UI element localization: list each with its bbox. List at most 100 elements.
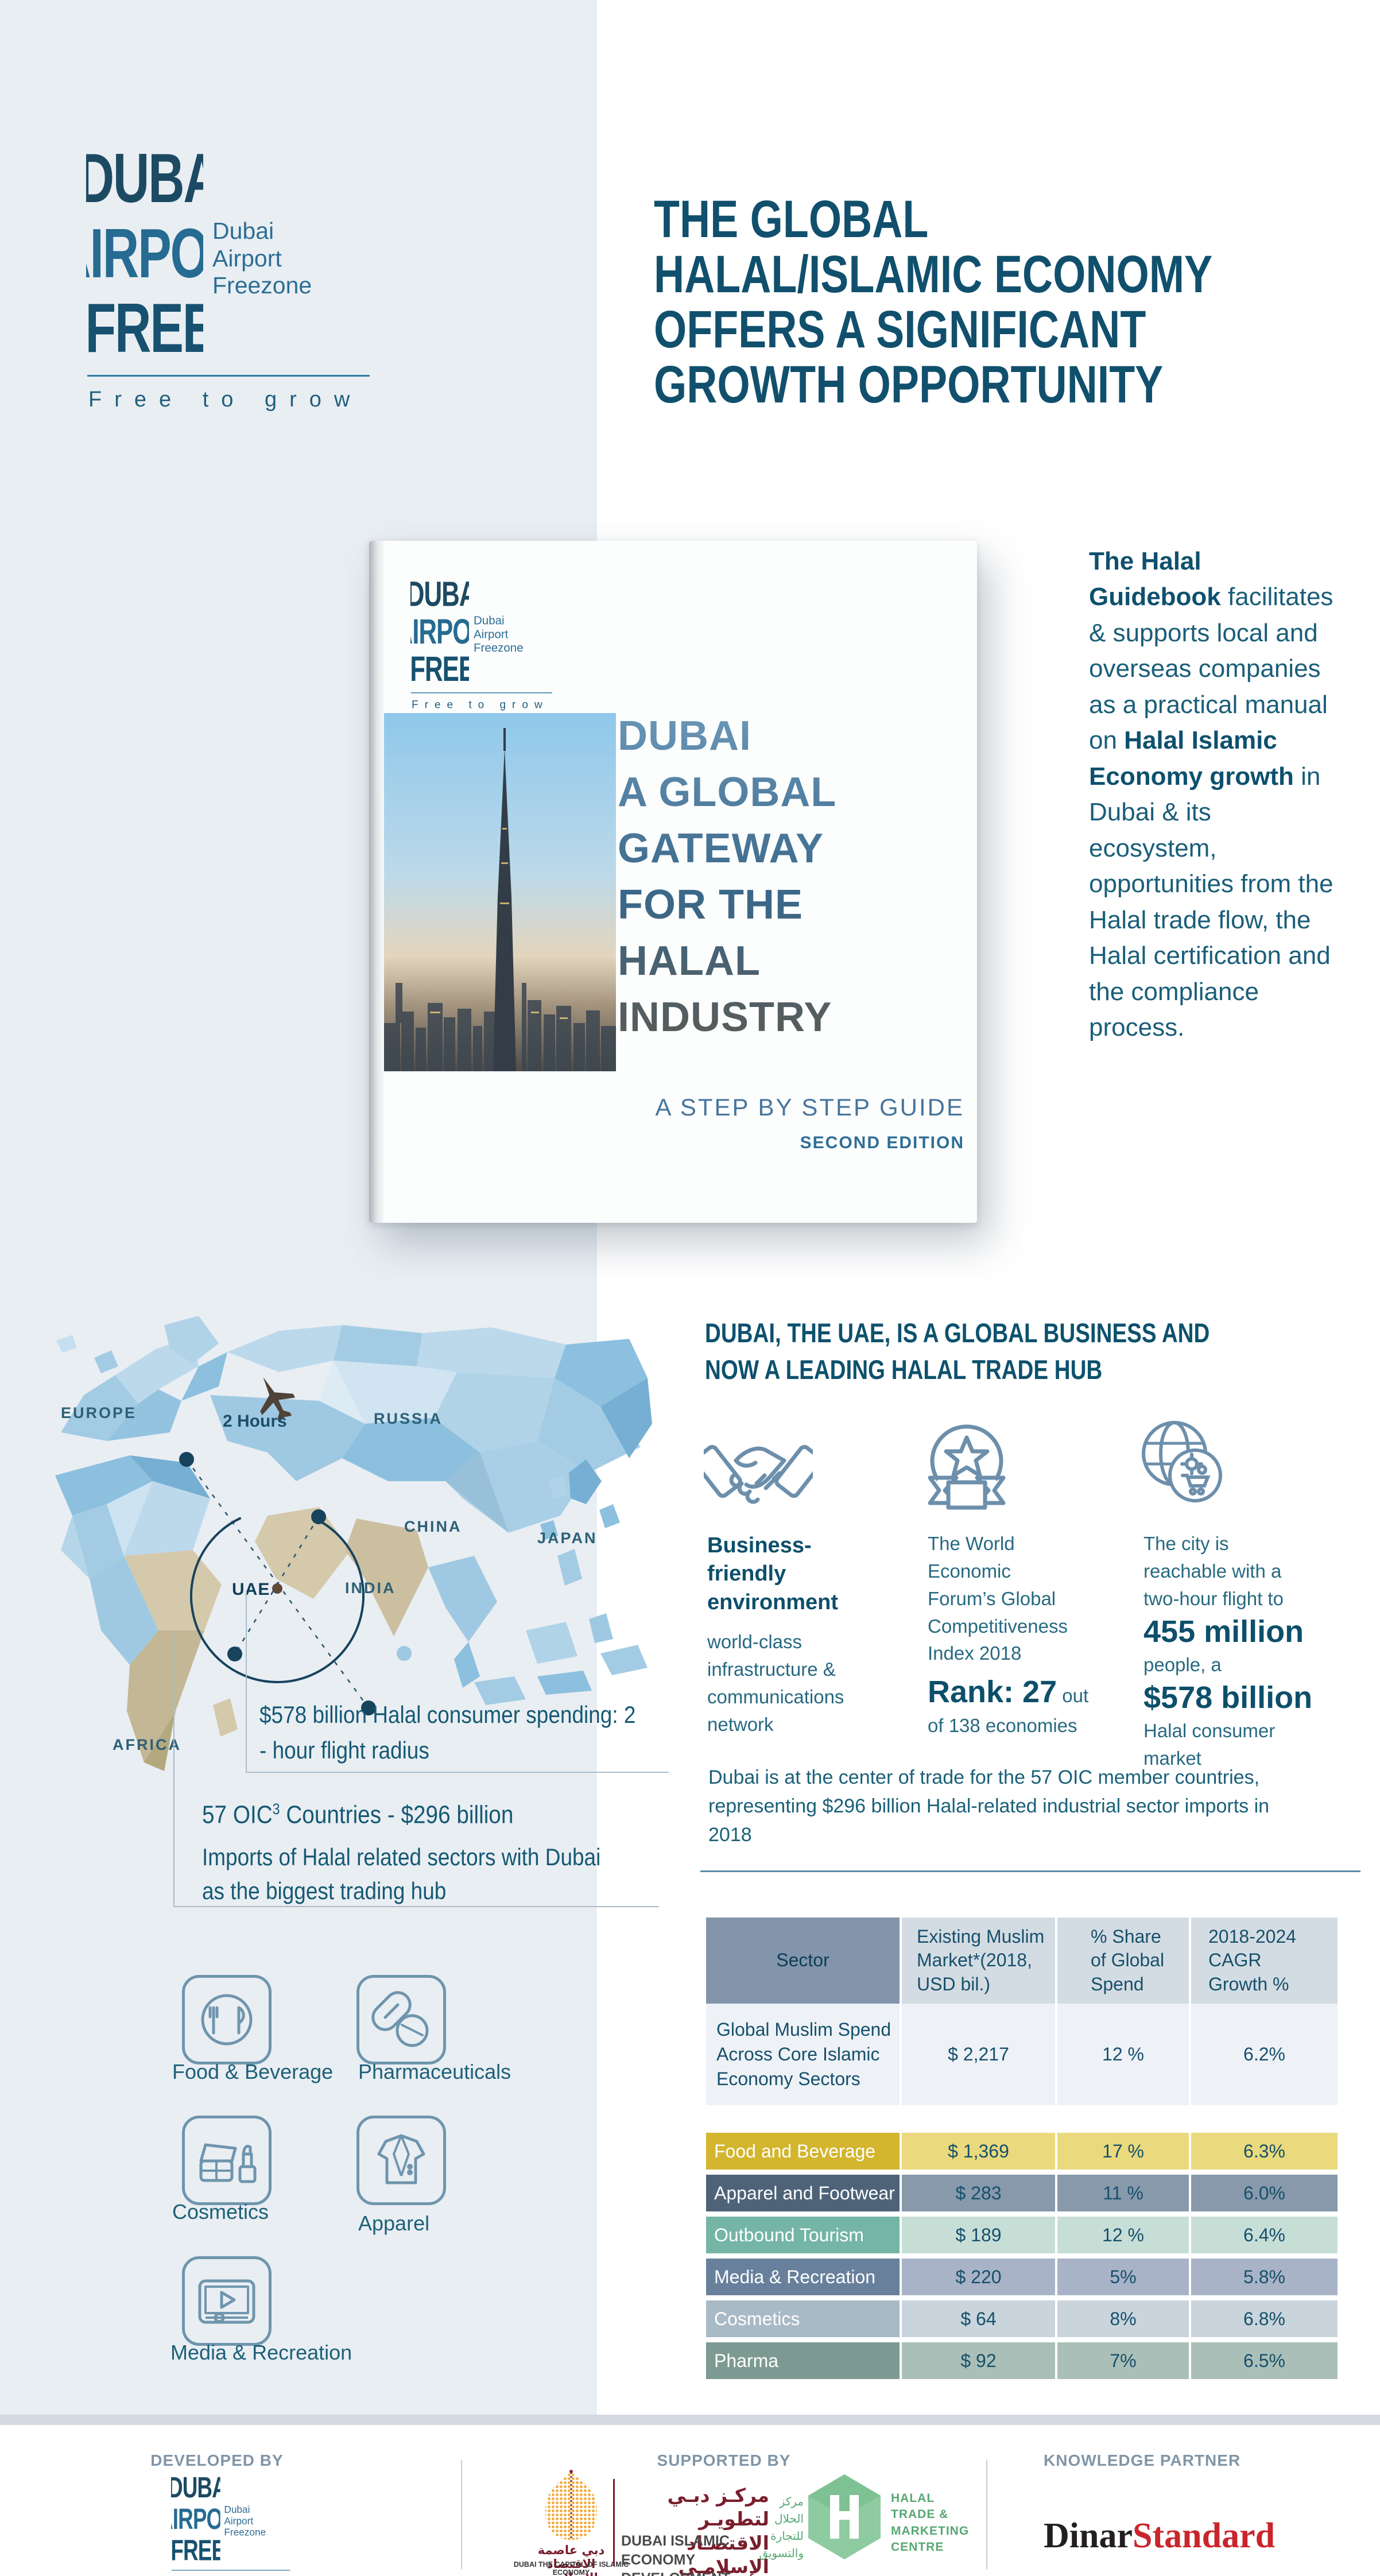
sector-label-food: Food & Beverage — [172, 2060, 334, 2083]
row-sector: Outbound Tourism — [706, 2217, 900, 2253]
map-label-russia: RUSSIA — [374, 1410, 443, 1427]
oic-trade-paragraph: Dubai is at the center of trade for the … — [708, 1767, 1270, 1846]
htmc-hexagon-logo — [808, 2474, 881, 2559]
book-subtitle: A STEP BY STEP GUIDE — [655, 1094, 964, 1121]
dafza-tagline: Free to grow — [88, 388, 363, 412]
row-share: 11 % — [1057, 2175, 1189, 2211]
section-divider-rule — [700, 1870, 1360, 1872]
halal-guidebook-cover: DUBAI AIRPORT FREEZONE Dubai Airport Fre… — [369, 541, 977, 1223]
book-logo-word: AIRPORT — [410, 611, 469, 651]
stat-oic-headline: 57 OIC3 Countries - $296 billion — [202, 1800, 514, 1829]
dinarstandard-logo: DinarStandard — [1044, 2516, 1275, 2556]
htmc-name-arabic: مركز الحلال للتجارة والتسويق — [759, 2494, 804, 2560]
hub-col-business: Business-friendly environment world-clas… — [707, 1532, 879, 1738]
row-sector: Food and Beverage — [706, 2133, 900, 2170]
row-share: 7% — [1057, 2342, 1189, 2379]
dinar-wordmark-red: Standard — [1133, 2516, 1276, 2555]
reach-market-value: $578 billion — [1143, 1680, 1313, 1715]
stat-oic-imports: 57 OIC3 Countries - $296 billion Imports… — [202, 1800, 657, 1908]
row-market: $ 189 — [902, 2217, 1055, 2253]
dinar-wordmark-black: Dinar — [1044, 2516, 1133, 2555]
supported-by-label: SUPPORTED BY — [657, 2451, 791, 2469]
bottom-divider-band — [0, 2415, 1380, 2425]
hub-col-reach-tail: Halal consumer market — [1143, 1720, 1276, 1769]
book-edition: SECOND EDITION — [800, 1133, 964, 1152]
footer-logo-side-text: Dubai Airport Freezone — [224, 2504, 266, 2538]
book-cover-logo: DUBAI AIRPORT FREEZONE Dubai Airport Fre… — [410, 575, 554, 711]
map-flight-time: 2 Hours — [223, 1412, 287, 1431]
hub-col-reach-lead: The city is reachable with a two-hour fl… — [1143, 1533, 1284, 1609]
row-cagr: 5.8% — [1191, 2259, 1338, 2295]
hub-heading: DUBAI, THE UAE, IS A GLOBAL BUSINESS AND… — [705, 1318, 1210, 1385]
food-beverage-card — [182, 1975, 272, 2064]
footer-divider — [986, 2460, 987, 2569]
row-cagr: 6.5% — [1191, 2342, 1338, 2379]
col-header-share: % Share of Global Spend — [1057, 1918, 1189, 2004]
hub-col-wef: The World Economic Forum’s Global Compet… — [928, 1530, 1100, 1740]
row-cagr: 6.8% — [1191, 2300, 1338, 2337]
footer-dafza-logo: DUBAI AIRPORT FREEZONE Dubai Airport Fre… — [171, 2472, 303, 2576]
developed-by-label: DEVELOPED BY — [150, 2451, 284, 2469]
row-market: $ 1,369 — [902, 2133, 1055, 2170]
diedc-name-arabic: مركـز دبـي لتطويـر الاقتصـاد الإسلامـي — [667, 2484, 769, 2576]
table-row-pharma: Pharma $ 92 7% 6.5% — [706, 2342, 1338, 2379]
row-share: 5% — [1057, 2259, 1189, 2295]
hub-col-wef-rank: Rank: 27 out of 138 economies — [928, 1673, 1100, 1739]
summary-share: 12 % — [1057, 2004, 1189, 2105]
diedc-logo-divider — [613, 2479, 615, 2566]
summary-market: $ 2,217 — [902, 2004, 1055, 2105]
hub-col-business-title: Business-friendly environment — [707, 1533, 839, 1614]
world-map: EUROPE RUSSIA CHINA JAPAN INDIA AFRICA U… — [55, 1316, 652, 1771]
diedc-tagline-english: DUBAI THE CAPITAL OF ISLAMIC ECONOMY — [513, 2560, 629, 2576]
row-share: 17 % — [1057, 2133, 1189, 2170]
row-market: $ 92 — [902, 2342, 1055, 2379]
reach-population-value: 455 million — [1143, 1614, 1304, 1649]
diedc-name-english: DUBAI ISLAMIC ECONOMY DEVELOPMENT CENTRE — [621, 2533, 730, 2576]
media-recreation-card — [182, 2256, 272, 2346]
pharmaceuticals-card — [356, 1975, 446, 2064]
col-header-market: Existing Muslim Market*(2018, USD bil.) — [902, 1918, 1055, 2004]
book-logo-word: FREEZONE — [410, 649, 469, 689]
sector-label-media: Media & Recreation — [170, 2341, 352, 2364]
hub-col-wef-lead: The World Economic Forum’s Global Compet… — [928, 1533, 1068, 1664]
book-logo-tagline: Free to grow — [412, 699, 549, 711]
summary-cagr: 6.2% — [1191, 2004, 1338, 2105]
sector-label-cosmetics: Cosmetics — [172, 2200, 269, 2224]
diedc-dome-logo — [545, 2470, 597, 2540]
table-row-cosmetics: Cosmetics $ 64 8% 6.8% — [706, 2300, 1338, 2337]
footer-logo-word: AIRPORT — [171, 2502, 220, 2535]
apparel-card — [356, 2116, 446, 2205]
sector-label-pharma: Pharmaceuticals — [358, 2060, 511, 2083]
hub-col-reach: The city is reachable with a two-hour fl… — [1143, 1530, 1327, 1772]
dafza-logo-side-text: Dubai Airport Freezone — [212, 218, 312, 299]
map-label-india: INDIA — [345, 1579, 396, 1597]
dafza-word-airport: AIRPORT — [86, 214, 203, 292]
uae-map-dot — [272, 1583, 282, 1594]
media-recreation-icon — [198, 2279, 255, 2324]
footer-divider — [461, 2460, 462, 2569]
row-share: 8% — [1057, 2300, 1189, 2337]
book-title: DUBAI A GLOBAL GATEWAY FOR THE HALAL IND… — [618, 708, 836, 1045]
book-logo-side-text: Dubai Airport Freezone — [474, 614, 524, 654]
summary-sector: Global Muslim Spend Across Core Islamic … — [706, 2004, 900, 2105]
row-sector: Pharma — [706, 2342, 900, 2379]
row-cagr: 6.0% — [1191, 2175, 1338, 2211]
guidebook-text: in Dubai & its ecosystem, opportunities … — [1089, 762, 1334, 1042]
pharmaceuticals-icon — [371, 1991, 429, 2047]
dafza-wordmark: DUBAI AIRPORT FREEZONE — [86, 141, 203, 369]
hub-col-reach-mid: people, a — [1143, 1654, 1222, 1676]
apparel-icon — [377, 2134, 425, 2184]
stat-consumer-spending: $578 billion Halal consumer spending: 2 … — [259, 1701, 636, 1764]
book-spine — [369, 541, 384, 1223]
page-title: THE GLOBAL HALAL/ISLAMIC ECONOMY OFFERS … — [654, 190, 1213, 415]
globe-commerce-icon — [1142, 1421, 1222, 1502]
row-share: 12 % — [1057, 2217, 1189, 2253]
table-row-tourism: Outbound Tourism $ 189 12 % 6.4% — [706, 2217, 1338, 2253]
award-badge-icon — [928, 1424, 1006, 1510]
muslim-spend-table: Sector Existing Muslim Market*(2018, USD… — [706, 1918, 1338, 2384]
map-label-china: CHINA — [404, 1518, 462, 1535]
stat-underline — [173, 1906, 659, 1907]
htmc-name-english: HALAL TRADE & MARKETING CENTRE — [891, 2492, 970, 2554]
row-sector: Apparel and Footwear — [706, 2175, 900, 2211]
